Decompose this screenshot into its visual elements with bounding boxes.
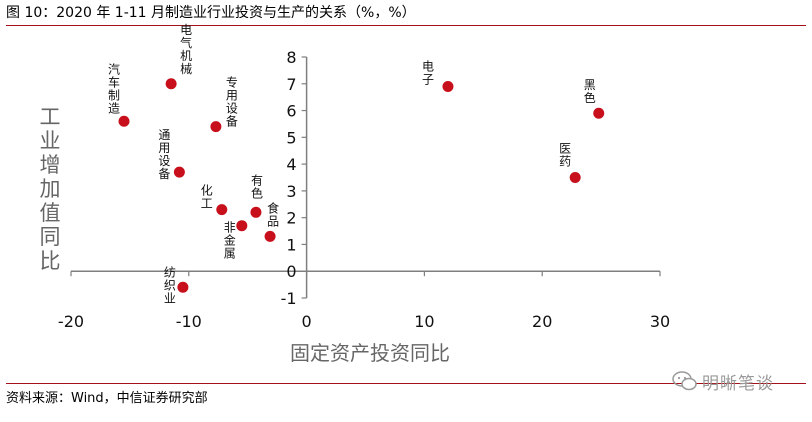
y-tick-label: 8 <box>286 48 296 67</box>
y-tick-label: 0 <box>286 262 296 281</box>
point-label: 通用设备 <box>158 128 170 181</box>
y-tick-label: 5 <box>286 128 296 147</box>
point-label: 食品 <box>267 200 279 228</box>
data-point <box>173 166 185 178</box>
data-point <box>210 121 222 133</box>
watermark: 明晰笔谈 <box>672 366 774 396</box>
watermark-text: 明晰笔谈 <box>702 373 774 394</box>
y-axis-label: 工业增加值同比 <box>40 105 61 273</box>
y-tick-label: 4 <box>286 155 296 174</box>
point-label: 有色 <box>251 173 263 200</box>
point-label: 黑色 <box>584 78 596 105</box>
source-note: 资料来源：Wind，中信证券研究部 <box>6 391 208 406</box>
data-point <box>569 172 581 183</box>
x-tick-label: 0 <box>302 312 312 331</box>
data-point <box>118 115 130 127</box>
point-label: 纺织业 <box>164 265 176 305</box>
chart-axes <box>71 57 660 298</box>
y-tick-label: 3 <box>286 182 296 201</box>
y-tick-label: 7 <box>286 75 296 94</box>
top-rule <box>6 25 806 26</box>
point-label: 化工 <box>201 184 213 211</box>
point-label: 汽车制造 <box>108 61 120 115</box>
y-tick-label: 1 <box>286 235 296 254</box>
data-point <box>236 220 248 232</box>
bottom-rule <box>6 383 806 384</box>
data-point <box>593 107 605 119</box>
x-tick-label: 10 <box>414 312 434 331</box>
figure-title: 图 10：2020 年 1-11 月制造业行业投资与生产的关系（%，%） <box>6 5 416 21</box>
point-label: 医药 <box>559 142 571 169</box>
point-label: 电气机械 <box>180 23 192 76</box>
point-label: 专用设备 <box>226 75 238 129</box>
chart-points <box>118 78 605 293</box>
data-point <box>264 230 276 242</box>
data-point <box>250 206 262 218</box>
y-tick-label: 2 <box>286 209 296 228</box>
point-label: 非金属 <box>224 221 236 261</box>
wechat-icon <box>672 371 697 391</box>
x-tick-label: -10 <box>176 312 202 331</box>
data-point <box>165 78 177 90</box>
chart-point-labels: 电气机械汽车制造 专用设备通用设备化工 有色非金属 食品纺织业 电子黑色医药 <box>108 23 596 306</box>
y-tick-label: -1 <box>281 289 297 308</box>
data-point <box>442 80 454 92</box>
data-point <box>177 281 189 293</box>
x-tick-label: -20 <box>58 312 84 331</box>
x-tick-label: 30 <box>650 312 670 331</box>
x-axis-label: 固定资产投资同比 <box>290 341 450 365</box>
y-tick-label: 6 <box>286 102 296 121</box>
data-point <box>216 204 228 216</box>
point-label: 电子 <box>422 59 434 86</box>
x-tick-label: 20 <box>532 312 552 331</box>
